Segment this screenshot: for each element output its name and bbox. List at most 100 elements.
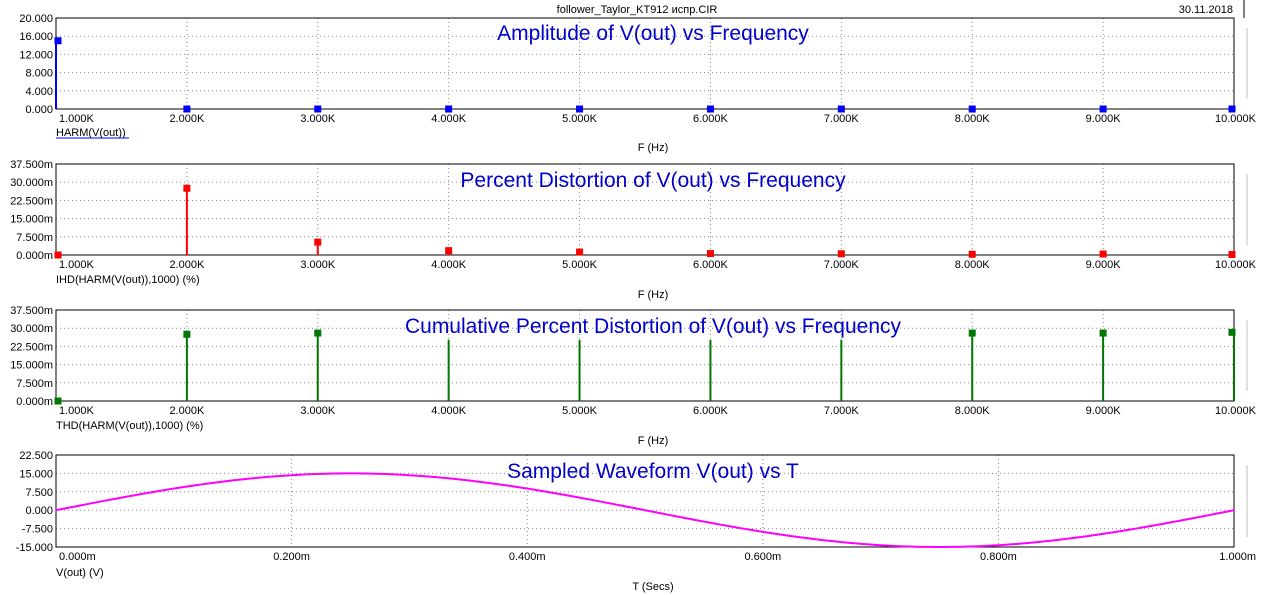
waveform-point bbox=[644, 509, 646, 512]
x-tick-label: 3.000K bbox=[300, 113, 336, 125]
y-tick-label: 7.500 bbox=[25, 487, 53, 499]
bar-marker bbox=[706, 105, 714, 113]
bar-marker bbox=[1228, 328, 1236, 336]
chart-title: Cumulative Percent Distortion of V(out) … bbox=[405, 315, 902, 338]
y-tick-label: 7.500m bbox=[16, 378, 53, 390]
bar-marker bbox=[183, 105, 191, 113]
x-tick-label: 1.000K bbox=[59, 259, 95, 271]
bar-marker bbox=[1099, 329, 1107, 337]
y-tick-label: 16.000 bbox=[19, 31, 53, 43]
date-label: 30.11.2018 bbox=[1179, 4, 1233, 16]
x-tick-label: 1.000K bbox=[59, 405, 95, 417]
y-tick-label: -15.000 bbox=[16, 542, 53, 554]
bar-marker bbox=[1228, 105, 1236, 113]
x-tick-label: 6.000K bbox=[693, 113, 729, 125]
waveform-point bbox=[1174, 520, 1176, 523]
y-tick-label: 30.000m bbox=[10, 323, 53, 335]
waveform-point bbox=[879, 544, 882, 547]
waveform-point bbox=[1115, 531, 1117, 533]
waveform-point bbox=[349, 472, 352, 475]
waveform-point bbox=[408, 474, 411, 476]
bar-marker bbox=[706, 250, 714, 258]
waveform-point bbox=[703, 520, 705, 523]
y-tick-label: 7.500m bbox=[16, 232, 53, 244]
x-tick-label: 0.800m bbox=[980, 551, 1017, 563]
bar-marker bbox=[445, 105, 453, 113]
x-tick-label: 6.000K bbox=[693, 259, 729, 271]
bar-marker bbox=[54, 251, 62, 259]
waveform-point bbox=[1233, 509, 1235, 512]
x-tick-label: 7.000K bbox=[824, 259, 860, 271]
plot-frame bbox=[55, 163, 1235, 256]
x-tick-label: 1.000K bbox=[59, 113, 95, 125]
x-tick-label: 6.000K bbox=[693, 405, 729, 417]
x-axis-label: F (Hz) bbox=[638, 289, 669, 301]
bar-marker bbox=[314, 105, 322, 113]
file-title: follower_Taylor_KT912 испр.CIR bbox=[557, 4, 718, 16]
bar-marker bbox=[837, 250, 845, 258]
x-tick-label: 1.000m bbox=[1219, 551, 1256, 563]
trace-label: HARM(V(out)) bbox=[56, 127, 126, 139]
x-tick-label: 5.000K bbox=[562, 113, 598, 125]
x-tick-label: 8.000K bbox=[955, 405, 991, 417]
chart-title: Sampled Waveform V(out) vs T bbox=[507, 460, 799, 483]
waveform-point bbox=[467, 479, 470, 482]
bar-marker bbox=[445, 247, 453, 255]
bar-marker bbox=[183, 184, 191, 192]
x-tick-label: 8.000K bbox=[955, 113, 991, 125]
x-tick-label: 5.000K bbox=[562, 405, 598, 417]
trace-label: V(out) (V) bbox=[56, 567, 104, 579]
y-tick-label: 30.000m bbox=[10, 177, 53, 189]
x-tick-label: 9.000K bbox=[1086, 405, 1122, 417]
x-axis-label: F (Hz) bbox=[638, 142, 669, 154]
y-tick-label: 4.000 bbox=[25, 86, 53, 98]
x-axis-label: F (Hz) bbox=[638, 435, 669, 447]
x-tick-label: 0.200m bbox=[273, 551, 310, 563]
y-tick-label: 37.500m bbox=[10, 305, 53, 317]
x-tick-label: 10.000K bbox=[1215, 405, 1257, 417]
y-tick-label: 20.000 bbox=[19, 13, 53, 25]
x-tick-label: 0.600m bbox=[744, 551, 781, 563]
y-tick-label: 0.000 bbox=[25, 104, 53, 116]
x-tick-label: 0.400m bbox=[509, 551, 546, 563]
chart-panel-2: 0.000m 7.500m 15.000m 22.500m 30.000m 37.500m… bbox=[10, 159, 1256, 301]
bar-marker bbox=[576, 248, 584, 256]
y-tick-label: 0.000 bbox=[25, 505, 53, 517]
waveform-point bbox=[231, 479, 234, 482]
x-tick-label: 0.000m bbox=[59, 551, 96, 563]
y-tick-label: 37.500m bbox=[10, 159, 53, 171]
x-tick-label: 8.000K bbox=[955, 259, 991, 271]
bar-marker bbox=[968, 250, 976, 258]
y-tick-label: 22.500 bbox=[19, 450, 53, 462]
x-tick-label: 9.000K bbox=[1086, 259, 1122, 271]
waveform-point bbox=[820, 539, 823, 541]
x-tick-label: 2.000K bbox=[169, 113, 205, 125]
x-tick-label: 7.000K bbox=[824, 113, 860, 125]
waveform-point bbox=[762, 531, 764, 533]
y-tick-label: 0.000m bbox=[16, 396, 53, 408]
chart-title: Percent Distortion of V(out) vs Frequenc… bbox=[460, 169, 846, 192]
x-tick-label: 2.000K bbox=[169, 259, 205, 271]
bar-marker bbox=[183, 330, 191, 338]
y-tick-label: 22.500m bbox=[10, 195, 53, 207]
waveform-point bbox=[1056, 539, 1059, 541]
waveform-point bbox=[938, 546, 941, 548]
waveform-point bbox=[173, 487, 175, 490]
bar-marker bbox=[1228, 251, 1236, 259]
x-tick-label: 7.000K bbox=[824, 405, 860, 417]
waveform-point bbox=[526, 487, 528, 490]
chart-panel-1: 0.000 4.000 8.000 12.000 16.000 20.000 1.000K 2… bbox=[19, 13, 1256, 154]
waveform-point bbox=[114, 498, 116, 500]
bar-marker bbox=[576, 105, 584, 113]
chart-panel-4: -15.000 -7.500 0.000 7.500 15.000 22.500 0.000… bbox=[16, 450, 1256, 593]
trace-label: IHD(HARM(V(out)),1000) (%) bbox=[56, 274, 200, 286]
bar-marker bbox=[968, 105, 976, 113]
y-tick-label: 12.000 bbox=[19, 49, 53, 61]
bar-marker bbox=[1099, 105, 1107, 113]
bar-marker bbox=[837, 105, 845, 113]
y-tick-label: -7.500 bbox=[22, 524, 53, 536]
x-tick-label: 4.000K bbox=[431, 259, 467, 271]
y-tick-label: 15.000m bbox=[10, 360, 53, 372]
bar-marker bbox=[1099, 250, 1107, 258]
x-axis-label: T (Secs) bbox=[632, 581, 673, 593]
